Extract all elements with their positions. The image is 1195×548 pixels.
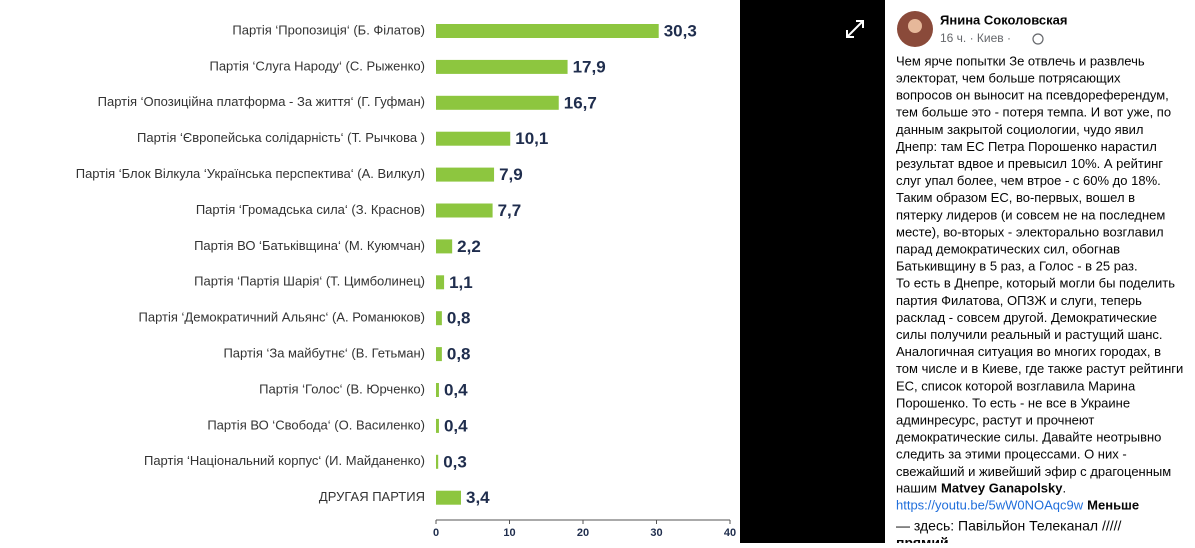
post-text: Чем ярче попытки Зе отвлечь и развлечь эл… [896,53,1183,548]
post-line: https://youtu.be/5wW0NOAqc9w Меньше [896,498,1139,513]
value-label: 30,3 [664,21,697,40]
post-line: То есть в Днепре, который могли бы подел… [896,276,1175,291]
bar [436,275,445,290]
category-label: Партія ‘Національний корпус‘ (И. Майдане… [144,453,425,468]
post-line: парад демократических сил, обогнав [896,242,1120,257]
mention-prefix: нашим [896,481,937,496]
post-panel [885,0,1195,543]
post-line: партия Филатова, ОПЗЖ и слуги, теперь [896,293,1142,308]
value-label: 0,4 [444,380,468,399]
x-tick-label: 0 [433,527,439,539]
value-label: 3,4 [466,488,490,507]
category-label: Партія ‘Громадська сила‘ (З. Краснов) [196,202,425,217]
value-label: 7,9 [499,165,523,184]
value-label: 0,4 [444,416,468,435]
viewer-backdrop [740,0,885,543]
post-line: силы получили реальный и растущий шанс. [896,327,1163,342]
bar [436,454,439,469]
post-line: Днепр: там ЕС Петра Порошенко нарастил [896,139,1157,154]
x-tick-label: 20 [577,527,589,539]
mention[interactable]: Matvey Ganapolsky [941,481,1063,496]
category-label: Партія ‘Блок Вілкула ‘Українська перспек… [76,166,425,181]
post-line: Чем ярче попытки Зе отвлечь и развлечь [896,53,1145,68]
link-preview: прямий [896,535,949,543]
bar [436,311,442,326]
post-line: расклад - совсем другой. Демократические [896,310,1157,325]
bar [436,490,461,505]
x-tick-label: 30 [650,527,662,539]
post-line: результат вдвое и превысил 10%. А рейтин… [896,156,1163,171]
post-line: пятерку лидеров (и совсем не на последне… [896,207,1165,222]
bar [436,383,439,397]
mention-suffix: . [1062,481,1066,496]
post-meta: 16 ч. · Киев · [940,31,1011,45]
value-label: 7,7 [498,201,522,220]
x-tick-label: 10 [503,527,515,539]
value-label: 17,9 [573,57,606,76]
x-tick-label: 40 [724,527,736,539]
category-label: Партія ‘Демократичний Альянс‘ (А. Романю… [139,310,425,325]
category-label: Партія ‘Європейська солідарність‘ (Т. Ры… [137,130,425,145]
category-label: Партія ‘Пропозиція‘ (Б. Філатов) [232,22,425,37]
post-line: демократические силы. Давайте неотрывно [896,430,1161,445]
post-line: электорат, чем больше потрясающих [896,71,1121,86]
globe-icon [1032,33,1044,45]
bar [436,418,439,433]
category-label: Партія ‘Слуга Народу‘ (С. Рыженко) [209,58,425,73]
link[interactable]: https://youtu.be/5wW0NOAqc9w [896,498,1084,513]
bar [436,59,568,74]
category-label: Партія ВО ‘Свобода‘ (О. Василенко) [207,417,425,432]
chart: Партія ‘Пропозиція‘ (Б. Філатов) 30,3 Парт… [76,21,736,538]
category-label: Партія ВО ‘Батьківщина‘ (М. Куюмчан) [194,238,425,253]
bar [436,203,493,218]
bar [436,95,559,110]
value-label: 16,7 [564,93,597,112]
expand-icon[interactable] [846,20,864,38]
value-label: 0,8 [447,309,471,328]
author[interactable]: Янина Соколовская [940,12,1067,27]
post-line: вопросов он выносит на псевдореферендум, [896,88,1169,103]
avatar-face [908,19,922,33]
bar [436,167,495,182]
post-line: слуг упал более, чем втрое - с 60% до 18… [896,173,1161,188]
category-label: Партія ‘Партія Шарія‘ (Т. Цимболинец) [194,274,425,289]
post-line: админресурс, растут и прочнеют [896,413,1094,428]
bar [436,239,453,254]
value-label: 0,3 [443,452,467,471]
post-line: тем больше это - потеря темпа. И вот уже… [896,105,1171,120]
post-line: нашим Matvey Ganapolsky. [896,481,1066,496]
bar [436,24,659,38]
see-less[interactable]: Меньше [1087,498,1139,513]
post-line: месте), во-вторых - электорально возглав… [896,224,1164,239]
category-label: Партія ‘За майбутнє‘ (В. Гетьман) [223,346,425,361]
link-preview: — здесь: Павільйон Телеканал ///// [896,518,1122,534]
category-label: Партія ‘Голос‘ (В. Юрченко) [259,381,425,396]
post-line: следить за этими процессами. О них - [896,447,1127,462]
value-label: 1,1 [449,273,473,292]
bar [436,347,442,362]
post-line: данным закрытой социологии, чудо явил [896,122,1143,137]
post-line: том числе и в Киеве, где также растут ре… [896,361,1183,376]
chart-image [0,0,740,543]
post-line: ЕС, список которой возглавила Марина [896,378,1136,393]
post-line: Порошенко. То есть - не все в Украине [896,395,1130,410]
post-line: свежайший и живейший эфир с драгоценным [896,464,1171,479]
category-label: Партія ‘Опозиційна платформа - За життя‘… [98,94,425,109]
category-label: ДРУГАЯ ПАРТИЯ [319,489,425,504]
value-label: 0,8 [447,345,471,364]
bar [436,131,511,146]
post-line: Батькивщину в 5 раз, а Голос - в 25 раз. [896,259,1138,274]
post-line: Таким образом ЕС, во-первых, вошел в [896,190,1135,205]
value-label: 10,1 [515,129,548,148]
post-line: Аналогичная ситуация во многих городах, … [896,344,1161,359]
value-label: 2,2 [457,237,481,256]
